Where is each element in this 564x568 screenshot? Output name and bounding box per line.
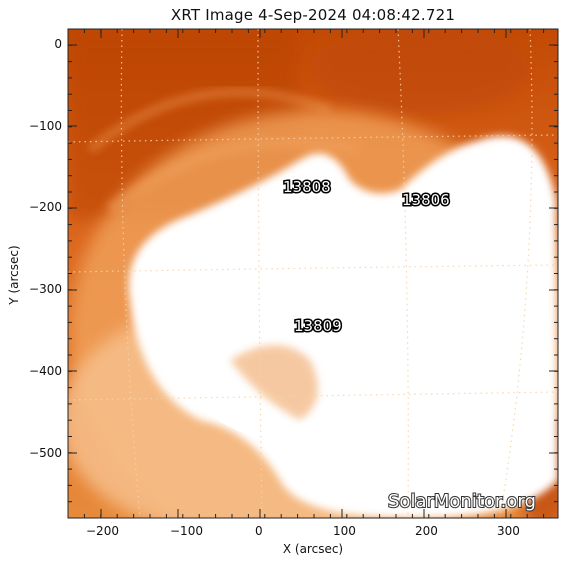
- x-axis-label: X (arcsec): [282, 542, 344, 556]
- region-label-13806: 13806: [402, 191, 450, 209]
- y-tick-label: −400: [29, 364, 62, 378]
- heliographic-grid: [68, 29, 558, 518]
- x-tick-label: 200: [415, 524, 438, 538]
- region-labels: 13808 13806 13809: [282, 177, 452, 337]
- y-tick-label: −200: [29, 200, 62, 214]
- x-tick-label: −200: [86, 524, 119, 538]
- region-label-13808: 13808: [283, 178, 331, 196]
- y-axis-label: Y (arcsec): [7, 245, 21, 305]
- x-tick-label: −100: [170, 524, 203, 538]
- x-tick-label: 100: [333, 524, 356, 538]
- y-tick-label: −500: [29, 446, 62, 460]
- y-tick-marks: [68, 28, 558, 503]
- x-tick-label: 300: [497, 524, 520, 538]
- y-tick-label: 0: [54, 37, 62, 51]
- x-tick-marks: [67, 29, 545, 518]
- x-tick-label: 0: [255, 524, 263, 538]
- solarmonitor-watermark: SolarMonitor.org: [388, 491, 536, 512]
- solar-image: [68, 29, 558, 518]
- region-label-13809: 13809: [294, 317, 342, 335]
- y-tick-label: −300: [29, 282, 62, 296]
- plot-title: XRT Image 4-Sep-2024 04:08:42.721: [170, 6, 456, 24]
- y-tick-label: −100: [29, 119, 62, 133]
